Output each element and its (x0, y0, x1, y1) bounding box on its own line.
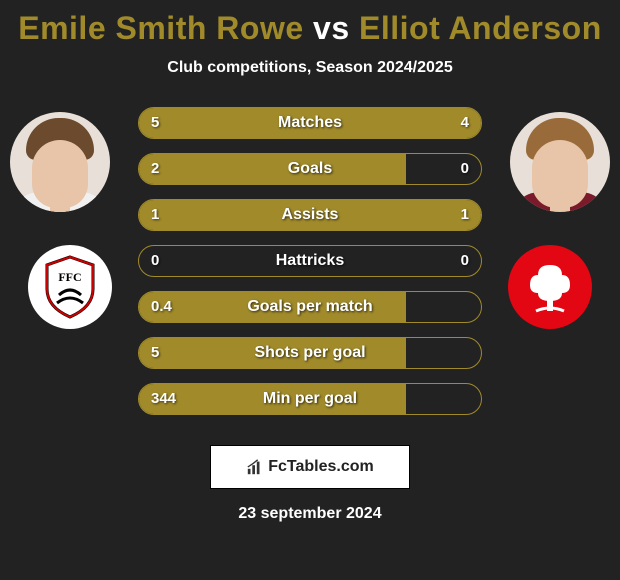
player1-avatar (10, 112, 110, 212)
stat-label: Min per goal (139, 384, 481, 414)
comparison-content: FFC 54Matches 20Goals 11Assists 00Hattricks… (0, 107, 620, 427)
face-icon (10, 112, 110, 212)
stat-label: Shots per goal (139, 338, 481, 368)
stat-label: Goals per match (139, 292, 481, 322)
forest-crest-icon (520, 257, 580, 317)
vs-text: vs (313, 10, 350, 46)
stat-label: Matches (139, 108, 481, 138)
player1-club-badge: FFC (28, 245, 112, 329)
chart-icon (246, 458, 264, 476)
logo-text: FcTables.com (268, 458, 374, 476)
stat-row: 11Assists (138, 199, 482, 231)
stats-bars: 54Matches 20Goals 11Assists 00Hattricks 0.4G… (138, 107, 482, 429)
stat-label: Goals (139, 154, 481, 184)
stat-row: 5Shots per goal (138, 337, 482, 369)
date-text: 23 september 2024 (0, 505, 620, 523)
stat-row: 0.4Goals per match (138, 291, 482, 323)
stat-row: 00Hattricks (138, 245, 482, 277)
fctables-logo: FcTables.com (210, 445, 410, 489)
player2-avatar (510, 112, 610, 212)
player2-club-badge (508, 245, 592, 329)
stat-label: Hattricks (139, 246, 481, 276)
comparison-title: Emile Smith Rowe vs Elliot Anderson (0, 0, 620, 47)
subtitle: Club competitions, Season 2024/2025 (0, 59, 620, 77)
player2-name: Elliot Anderson (359, 10, 602, 46)
svg-text:FFC: FFC (58, 270, 81, 284)
player1-name: Emile Smith Rowe (18, 10, 303, 46)
fulham-crest-icon: FFC (43, 255, 97, 319)
stat-row: 20Goals (138, 153, 482, 185)
stat-label: Assists (139, 200, 481, 230)
stat-row: 344Min per goal (138, 383, 482, 415)
stat-row: 54Matches (138, 107, 482, 139)
face-icon (510, 112, 610, 212)
